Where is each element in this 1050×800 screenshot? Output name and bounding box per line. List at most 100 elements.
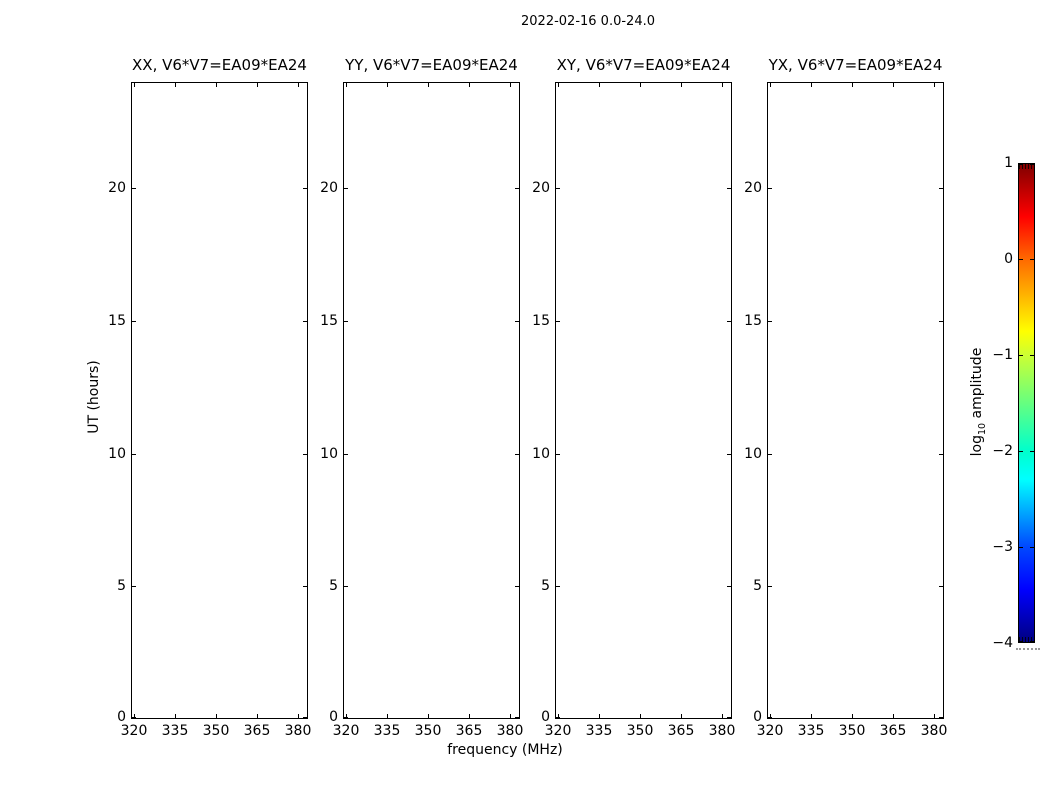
y-tick-label: 10 <box>320 446 338 462</box>
x-tick-top <box>811 83 812 87</box>
y-tick-label: 5 <box>541 578 550 594</box>
x-tick-top <box>428 83 429 87</box>
y-tick-label: 5 <box>753 578 762 594</box>
x-tick-label: 350 <box>414 723 442 739</box>
x-tick-label: 365 <box>243 723 271 739</box>
x-tick-bottom <box>469 714 470 718</box>
x-tick-label: 320 <box>756 723 784 739</box>
y-tick-label: 20 <box>320 180 338 196</box>
x-tick-bottom <box>599 714 600 718</box>
y-tick-left <box>344 454 348 455</box>
panel-title: YY, V6*V7=EA09*EA24 <box>345 56 518 74</box>
x-tick-label: 335 <box>797 723 825 739</box>
y-tick-left <box>556 454 560 455</box>
y-tick-right <box>515 321 519 322</box>
colorbar <box>1018 163 1035 643</box>
y-tick-left <box>344 717 348 718</box>
x-tick-top <box>893 83 894 87</box>
x-tick-top <box>510 83 511 87</box>
y-tick-left <box>556 586 560 587</box>
y-tick-right <box>515 188 519 189</box>
x-axis-label: frequency (MHz) <box>447 742 563 758</box>
y-tick-left <box>556 321 560 322</box>
y-tick-left <box>344 188 348 189</box>
y-tick-right <box>515 586 519 587</box>
x-tick-bottom <box>681 714 682 718</box>
panel-title: YX, V6*V7=EA09*EA24 <box>768 56 943 74</box>
y-tick-right <box>303 321 307 322</box>
colorbar-tick-label: −3 <box>992 539 1013 555</box>
colorbar-tick-right <box>1030 451 1034 452</box>
colorbar-tick-right <box>1030 164 1034 165</box>
x-tick-label: 350 <box>626 723 654 739</box>
colorbar-tick-left <box>1019 641 1023 642</box>
colorbar-tick-label: −1 <box>992 347 1013 363</box>
colorbar-bottom-minor-ticks <box>1019 637 1034 642</box>
x-tick-label: 365 <box>455 723 483 739</box>
x-tick-label: 350 <box>202 723 230 739</box>
y-tick-right <box>303 586 307 587</box>
y-tick-label: 15 <box>744 313 762 329</box>
colorbar-tick-right <box>1030 259 1034 260</box>
y-tick-left <box>556 717 560 718</box>
colorbar-label: log10 amplitude <box>967 332 988 472</box>
colorbar-tick-left <box>1019 355 1023 356</box>
colorbar-tick-left <box>1019 164 1023 165</box>
x-tick-top <box>934 83 935 87</box>
x-tick-top <box>599 83 600 87</box>
y-tick-label: 15 <box>532 313 550 329</box>
y-tick-label: 0 <box>753 709 762 725</box>
x-tick-label: 380 <box>920 723 948 739</box>
plot-area <box>555 82 732 719</box>
x-tick-top <box>257 83 258 87</box>
colorbar-tick-right <box>1030 547 1034 548</box>
y-tick-right <box>939 717 943 718</box>
colorbar-label-log: log <box>969 434 985 457</box>
y-tick-label: 20 <box>108 180 126 196</box>
x-tick-top <box>852 83 853 87</box>
y-tick-left <box>768 188 772 189</box>
plot-area <box>131 82 308 719</box>
colorbar-tick-right <box>1030 355 1034 356</box>
y-tick-right <box>515 717 519 718</box>
y-tick-label: 0 <box>117 709 126 725</box>
colorbar-tick-label: 0 <box>1004 251 1013 267</box>
x-tick-label: 320 <box>120 723 148 739</box>
x-tick-label: 365 <box>879 723 907 739</box>
colorbar-tick-left <box>1019 259 1023 260</box>
y-tick-right <box>727 717 731 718</box>
x-tick-bottom <box>640 714 641 718</box>
y-tick-label: 10 <box>532 446 550 462</box>
x-tick-bottom <box>811 714 812 718</box>
colorbar-tick-label: −4 <box>992 635 1013 651</box>
colorbar-tick-label: −2 <box>992 443 1013 459</box>
y-tick-right <box>939 586 943 587</box>
x-tick-bottom <box>934 714 935 718</box>
colorbar-label-sub: 10 <box>976 422 988 435</box>
y-tick-label: 5 <box>329 578 338 594</box>
x-tick-top <box>175 83 176 87</box>
y-tick-right <box>727 321 731 322</box>
plot-area <box>343 82 520 719</box>
y-tick-left <box>132 717 136 718</box>
y-tick-left <box>768 717 772 718</box>
y-tick-left <box>132 454 136 455</box>
colorbar-dotted-edge <box>1016 648 1040 650</box>
y-tick-left <box>132 188 136 189</box>
y-tick-label: 20 <box>744 180 762 196</box>
y-axis-label: UT (hours) <box>86 360 102 434</box>
y-tick-left <box>556 188 560 189</box>
x-tick-bottom <box>428 714 429 718</box>
y-tick-label: 0 <box>329 709 338 725</box>
colorbar-top-minor-ticks <box>1019 164 1034 169</box>
x-tick-label: 335 <box>373 723 401 739</box>
y-tick-right <box>727 454 731 455</box>
y-tick-label: 20 <box>532 180 550 196</box>
x-tick-bottom <box>298 714 299 718</box>
x-tick-label: 320 <box>544 723 572 739</box>
x-tick-top <box>298 83 299 87</box>
y-tick-left <box>132 586 136 587</box>
y-tick-right <box>515 454 519 455</box>
y-tick-label: 10 <box>108 446 126 462</box>
